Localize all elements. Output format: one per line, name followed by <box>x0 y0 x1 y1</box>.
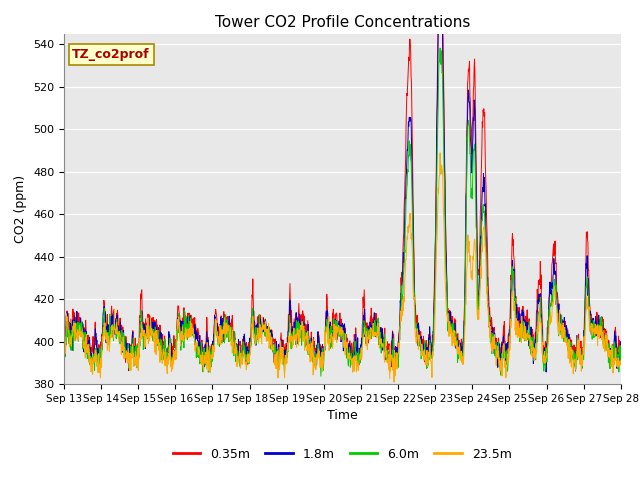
0.35m <box>184 311 191 316</box>
23.5m <box>170 356 178 362</box>
6.0m <box>617 348 625 353</box>
1.8m <box>184 315 191 321</box>
6.0m <box>552 289 559 295</box>
1.8m <box>617 342 625 348</box>
23.5m <box>502 365 510 371</box>
6.0m <box>429 336 437 341</box>
0.35m <box>617 341 625 347</box>
23.5m <box>617 358 625 363</box>
23.5m <box>60 358 68 364</box>
6.0m <box>502 348 510 354</box>
0.35m <box>246 344 254 350</box>
0.35m <box>170 345 178 350</box>
X-axis label: Time: Time <box>327 409 358 422</box>
0.35m <box>60 335 68 341</box>
1.8m <box>542 369 550 375</box>
Legend: 0.35m, 1.8m, 6.0m, 23.5m: 0.35m, 1.8m, 6.0m, 23.5m <box>168 443 517 466</box>
23.5m <box>246 350 254 356</box>
6.0m <box>170 351 178 357</box>
6.0m <box>60 360 68 366</box>
Line: 23.5m: 23.5m <box>64 153 621 382</box>
0.35m <box>502 349 509 355</box>
23.5m <box>429 345 437 351</box>
Line: 0.35m: 0.35m <box>64 0 621 368</box>
0.35m <box>551 238 559 244</box>
1.8m <box>60 342 68 348</box>
1.8m <box>429 348 436 353</box>
23.5m <box>552 296 559 301</box>
1.8m <box>552 271 559 276</box>
Y-axis label: CO2 (ppm): CO2 (ppm) <box>15 175 28 243</box>
6.0m <box>184 321 191 327</box>
1.8m <box>502 360 509 366</box>
23.5m <box>390 379 398 385</box>
6.0m <box>246 339 254 345</box>
Line: 6.0m: 6.0m <box>64 48 621 376</box>
1.8m <box>246 339 254 345</box>
0.35m <box>614 365 621 371</box>
6.0m <box>317 373 324 379</box>
0.35m <box>429 338 436 344</box>
Text: TZ_co2prof: TZ_co2prof <box>72 48 150 61</box>
1.8m <box>170 351 178 357</box>
6.0m <box>436 45 444 51</box>
23.5m <box>436 150 444 156</box>
Line: 1.8m: 1.8m <box>64 0 621 372</box>
23.5m <box>184 333 191 338</box>
Title: Tower CO2 Profile Concentrations: Tower CO2 Profile Concentrations <box>214 15 470 30</box>
